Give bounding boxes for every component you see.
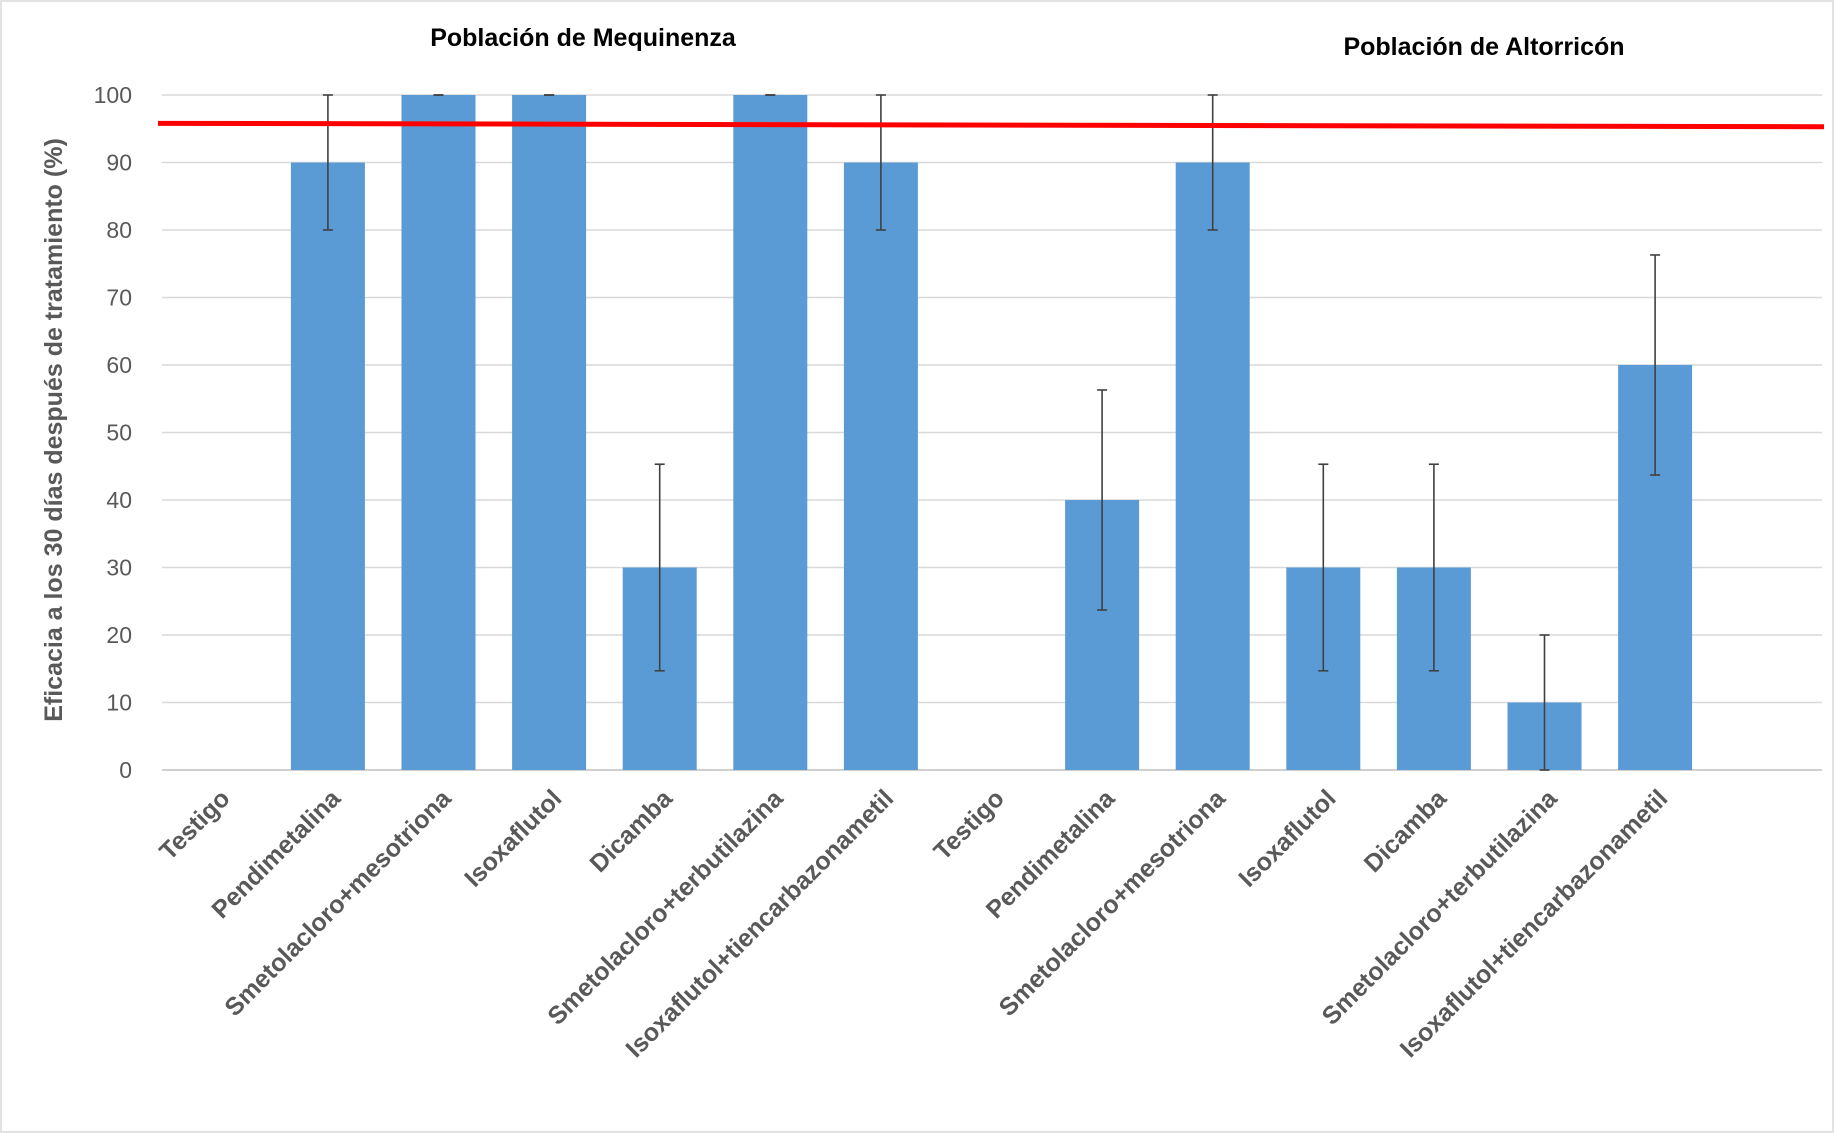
y-tick-label: 30: [106, 555, 132, 581]
group-title-mequinenza: Población de Mequinenza: [430, 24, 737, 52]
error-bars: [322, 94, 1661, 771]
y-tick-label: 100: [94, 82, 132, 108]
y-axis-label: Eficacia a los 30 días después de tratam…: [40, 138, 68, 722]
y-tick-label: 50: [106, 420, 132, 446]
reference-line: [157, 120, 1825, 130]
y-tick-label: 40: [106, 487, 132, 513]
y-tick-label: 20: [106, 622, 132, 648]
bar: [401, 95, 476, 770]
y-tick-label: 0: [119, 757, 132, 783]
y-tick-label: 70: [106, 285, 132, 311]
bar: [733, 95, 808, 770]
bar: [512, 95, 587, 770]
y-axis-ticks: 0 10 20 30 40 50 60 70 80 90 100: [94, 82, 132, 783]
reference-line: [157, 120, 1825, 130]
y-tick-label: 60: [106, 352, 132, 378]
group-title-altorricon: Población de Altorricón: [1343, 33, 1624, 61]
y-tick-label: 80: [106, 217, 132, 243]
bar: [290, 162, 365, 770]
bars: [290, 95, 1693, 770]
y-tick-label: 90: [106, 150, 132, 176]
bar: [1175, 162, 1250, 770]
y-tick-label: 10: [106, 690, 132, 716]
bar: [843, 162, 918, 770]
